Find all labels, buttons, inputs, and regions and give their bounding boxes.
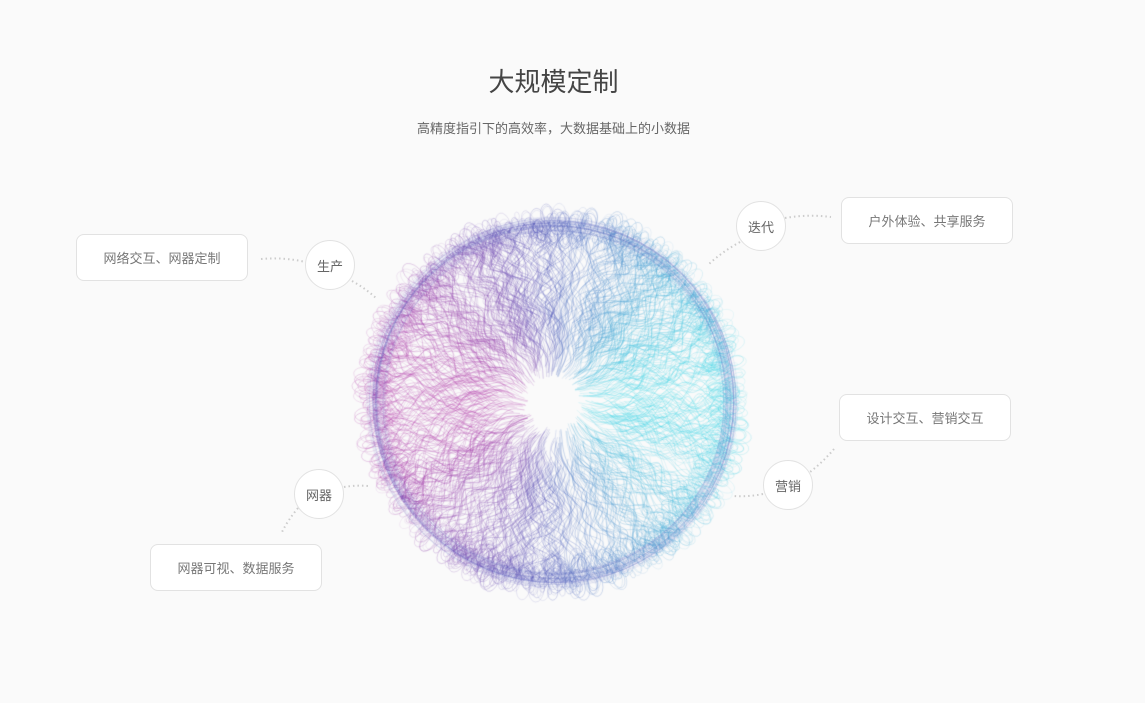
connector-line (784, 214, 832, 219)
node-description-production: 网络交互、网器定制 (76, 234, 248, 281)
connector-line (260, 257, 306, 263)
page-title: 大规模定制 (488, 68, 619, 98)
node-description-marketing: 设计交互、营销交互 (839, 394, 1011, 441)
node-iteration[interactable]: 迭代 (736, 201, 786, 251)
connector-line (809, 448, 835, 473)
connector-line (281, 507, 299, 533)
node-description-device: 网器可视、数据服务 (150, 544, 322, 591)
page-subtitle: 高精度指引下的高效率，大数据基础上的小数据 (416, 122, 690, 137)
node-marketing[interactable]: 营销 (763, 460, 813, 510)
node-description-iteration: 户外体验、共享服务 (841, 197, 1013, 244)
node-production[interactable]: 生产 (305, 240, 355, 290)
data-sphere-visual (343, 192, 763, 612)
node-device[interactable]: 网器 (294, 469, 344, 519)
